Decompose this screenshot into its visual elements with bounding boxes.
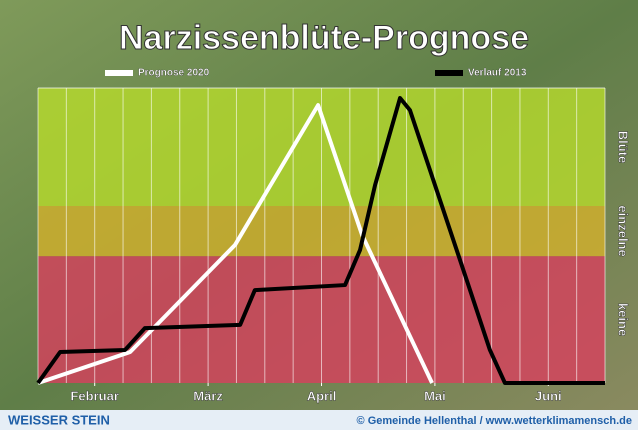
footer-right: © Gemeinde Hellenthal / www.wetterklimam…: [357, 415, 632, 427]
band-label: Blüte: [616, 131, 631, 164]
legend-label: Prognose 2020: [138, 68, 210, 79]
x-tick-label: Februar: [70, 388, 118, 403]
x-tick-label: März: [193, 388, 223, 403]
chart-title: Narzissenblüte-Prognose: [119, 19, 529, 57]
chart: WEISSER STEIN © Gemeinde Hellenthal / ww…: [0, 0, 638, 430]
x-tick-label: Juni: [535, 388, 562, 403]
legend-label: Verlauf 2013: [468, 68, 527, 79]
x-tick-label: April: [307, 388, 337, 403]
band-label: keine: [616, 303, 631, 336]
x-tick-label: Mai: [424, 388, 446, 403]
footer-left: WEISSER STEIN: [8, 412, 110, 427]
band-label: einzelne: [616, 205, 631, 256]
